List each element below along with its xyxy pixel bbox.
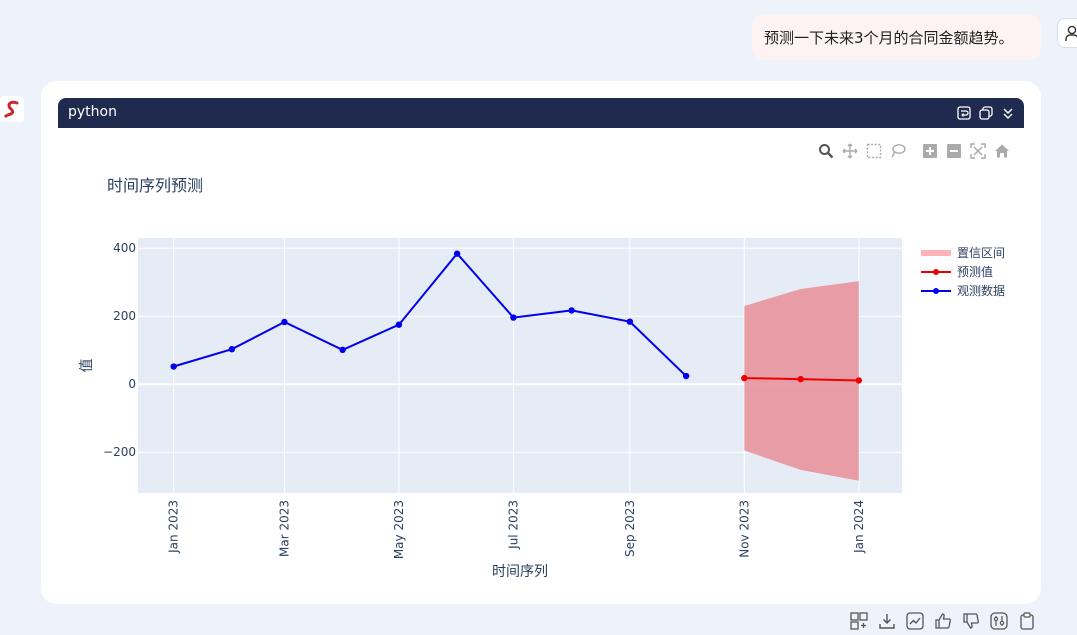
clipboard-icon[interactable]: [1016, 611, 1038, 631]
user-message-text: 预测一下未来3个月的合同金额趋势。: [764, 28, 1014, 47]
collapse-icon[interactable]: [1000, 105, 1016, 121]
message-action-toolbar: [848, 611, 1044, 631]
zoom-in-icon[interactable]: [920, 142, 940, 160]
thumbs-down-icon[interactable]: [960, 611, 982, 631]
zoom-out-icon[interactable]: [944, 142, 964, 160]
user-message-bubble: 预测一下未来3个月的合同金额趋势。: [752, 14, 1041, 60]
zoom-icon[interactable]: [816, 142, 836, 160]
settings-icon[interactable]: [988, 611, 1010, 631]
code-language-label: python: [68, 104, 117, 120]
lasso-icon[interactable]: [888, 142, 908, 160]
calculator-icon[interactable]: [848, 611, 870, 631]
thumbs-up-icon[interactable]: [932, 611, 954, 631]
box-select-icon[interactable]: [864, 142, 884, 160]
copy-icon[interactable]: [978, 105, 994, 121]
chart-title: 时间序列预测: [107, 176, 204, 195]
code-block-header: python: [58, 98, 1024, 128]
user-avatar-icon[interactable]: [1057, 18, 1077, 48]
reset-axes-icon[interactable]: [992, 142, 1012, 160]
pan-icon[interactable]: [840, 142, 860, 160]
autoscale-icon[interactable]: [968, 142, 988, 160]
chart-modebar: [816, 142, 1016, 160]
wrap-icon[interactable]: [956, 105, 972, 121]
assistant-logo-icon: [0, 96, 24, 122]
download-icon[interactable]: [876, 611, 898, 631]
trend-chart-icon[interactable]: [904, 611, 926, 631]
